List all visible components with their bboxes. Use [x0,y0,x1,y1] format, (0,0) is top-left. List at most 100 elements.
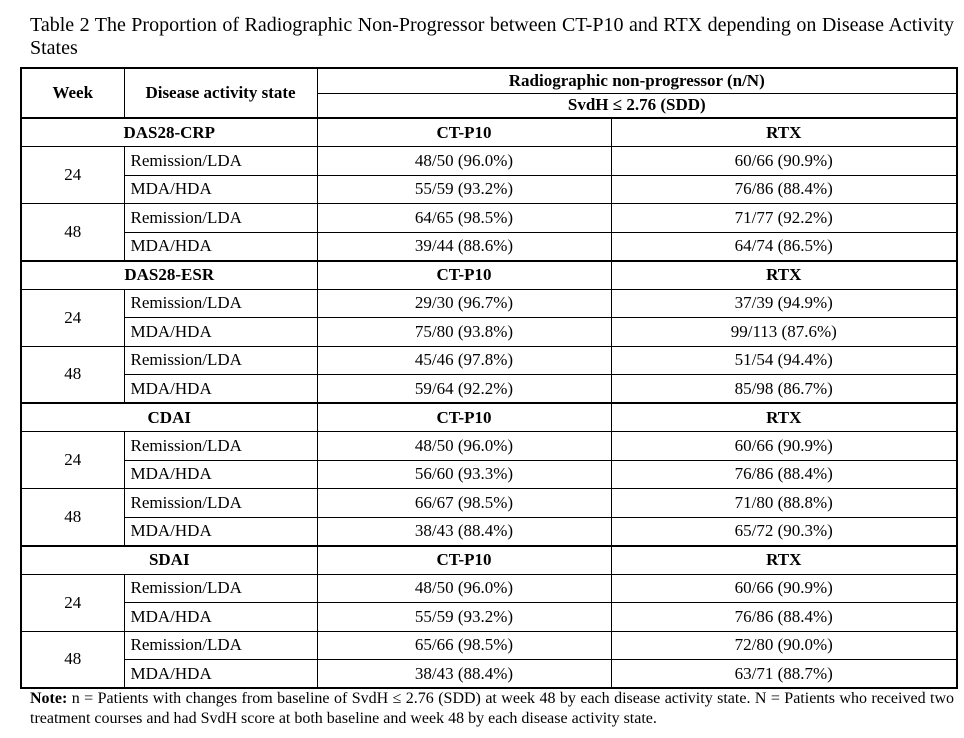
state-cell: MDA/HDA [123,174,318,204]
data-row: MDA/HDA 59/64 (92.2%) 85/98 (86.7%) [21,374,958,404]
value-cell: 48/50 (96.0%) [316,146,612,176]
state-cell: Remission/LDA [123,573,318,603]
table-body: DAS28-CRP CT-P10 RTX 24 Remission/LDA 48/50 (… [20,117,958,689]
section-row: CDAI CT-P10 RTX [20,402,958,432]
value-cell: 76/86 (88.4%) [610,602,958,632]
week-cell: 24 [20,431,125,489]
value-cell: 38/43 (88.4%) [316,659,612,689]
week-cell: 24 [20,288,125,347]
section-col: RTX [610,259,958,290]
state-cell: MDA/HDA [123,231,318,261]
header-cell: Disease activity state [123,67,318,119]
value-cell: 85/98 (86.7%) [610,374,958,404]
value-cell: 65/66 (98.5%) [316,630,612,660]
value-cell: 60/66 (90.9%) [610,146,958,176]
value-cell: 64/65 (98.5%) [316,203,612,233]
table: Week Disease activity state Radiographic… [20,67,959,689]
state-cell: Remission/LDA [123,203,318,233]
value-cell: 59/64 (92.2%) [316,374,612,404]
section-col: CT-P10 [316,544,612,575]
table-head: Week Disease activity state Radiographic… [20,67,958,119]
week-cell: 24 [20,146,125,204]
section-col: RTX [610,544,958,575]
value-cell: 37/39 (94.9%) [610,288,958,318]
value-cell: 65/72 (90.3%) [610,516,958,546]
state-cell: Remission/LDA [123,345,318,375]
value-cell: 48/50 (96.0%) [316,573,612,603]
data-row: MDA/HDA 38/43 (88.4%) 65/72 (90.3%) [21,516,958,546]
note-label: Note: [30,690,68,707]
data-row: 48 Remission/LDA 66/67 (98.5%) 71/80 (88.8%… [20,488,958,546]
header-row: SvdH ≤ 2.76 (SDD) [21,92,958,119]
state-cell: Remission/LDA [123,630,318,660]
value-cell: 51/54 (94.4%) [610,345,958,375]
state-cell: MDA/HDA [123,317,318,347]
data-row: MDA/HDA 39/44 (88.6%) 64/74 (86.5%) [21,231,958,261]
value-cell: 66/67 (98.5%) [316,488,612,518]
section-col: RTX [610,117,958,147]
data-row: 24 Remission/LDA 48/50 (96.0%) 60/66 (90.9%… [20,573,958,632]
section-row: DAS28-CRP CT-P10 RTX [20,117,958,147]
data-row: MDA/HDA 38/43 (88.4%) 63/71 (88.7%) [21,659,958,689]
state-cell: MDA/HDA [123,602,318,632]
value-cell: 72/80 (90.0%) [610,630,958,660]
week-cell: 24 [20,573,125,632]
section-index: SDAI [20,544,318,575]
value-cell: 56/60 (93.3%) [316,459,612,489]
value-cell: 71/80 (88.8%) [610,488,958,518]
data-row: MDA/HDA 55/59 (93.2%) 76/86 (88.4%) [21,602,958,632]
value-cell: 63/71 (88.7%) [610,659,958,689]
section-row: SDAI CT-P10 RTX [20,544,958,575]
value-cell: 55/59 (93.2%) [316,174,612,204]
week-cell: 48 [20,630,125,689]
section-index: DAS28-CRP [20,117,318,147]
value-cell: 60/66 (90.9%) [610,431,958,461]
data-row: 24 Remission/LDA 29/30 (96.7%) 37/39 (94.9%… [20,288,958,347]
value-cell: 39/44 (88.6%) [316,231,612,261]
section-col: RTX [610,402,958,432]
value-cell: 76/86 (88.4%) [610,459,958,489]
week-cell: 48 [20,345,125,404]
value-cell: 60/66 (90.9%) [610,573,958,603]
note-text: n = Patients with changes from baseline … [30,690,954,727]
state-cell: MDA/HDA [123,374,318,404]
week-cell: 48 [20,488,125,546]
value-cell: 76/86 (88.4%) [610,174,958,204]
section-col: CT-P10 [316,117,612,147]
section-index: DAS28-ESR [20,259,318,290]
state-cell: Remission/LDA [123,431,318,461]
section-col: CT-P10 [316,402,612,432]
data-row: MDA/HDA 56/60 (93.3%) 76/86 (88.4%) [21,459,958,489]
value-cell: 38/43 (88.4%) [316,516,612,546]
data-row: 48 Remission/LDA 65/66 (98.5%) 72/80 (90.0%… [20,630,958,689]
header-cell: Week [20,67,125,119]
header-row: Week Disease activity state Radiographic… [20,67,958,119]
state-cell: Remission/LDA [123,288,318,318]
value-cell: 29/30 (96.7%) [316,288,612,318]
data-row: MDA/HDA 55/59 (93.2%) 76/86 (88.4%) [21,174,958,204]
data-row: 48 Remission/LDA 45/46 (97.8%) 51/54 (94.4%… [20,345,958,404]
data-row: 24 Remission/LDA 48/50 (96.0%) 60/66 (90.9%… [20,146,958,204]
value-cell: 55/59 (93.2%) [316,602,612,632]
value-cell: 71/77 (92.2%) [610,203,958,233]
section-col: CT-P10 [316,259,612,290]
value-cell: 48/50 (96.0%) [316,431,612,461]
section-row: DAS28-ESR CT-P10 RTX [20,259,958,290]
value-cell: 99/113 (87.6%) [610,317,958,347]
data-row: 48 Remission/LDA 64/65 (98.5%) 71/77 (92.2%… [20,203,958,261]
state-cell: MDA/HDA [123,459,318,489]
state-cell: MDA/HDA [123,659,318,689]
header-cell: Radiographic non-progressor (n/N) [316,67,958,94]
header-cell: SvdH ≤ 2.76 (SDD) [316,92,958,119]
note: Note: n = Patients with changes from bas… [30,689,954,729]
section-index: CDAI [20,402,318,432]
state-cell: Remission/LDA [123,488,318,518]
value-cell: 64/74 (86.5%) [610,231,958,261]
value-cell: 45/46 (97.8%) [316,345,612,375]
week-cell: 48 [20,203,125,261]
value-cell: 75/80 (93.8%) [316,317,612,347]
data-row: MDA/HDA 75/80 (93.8%) 99/113 (87.6%) [21,317,958,347]
state-cell: MDA/HDA [123,516,318,546]
caption: Table 2 The Proportion of Radiographic N… [30,14,954,59]
